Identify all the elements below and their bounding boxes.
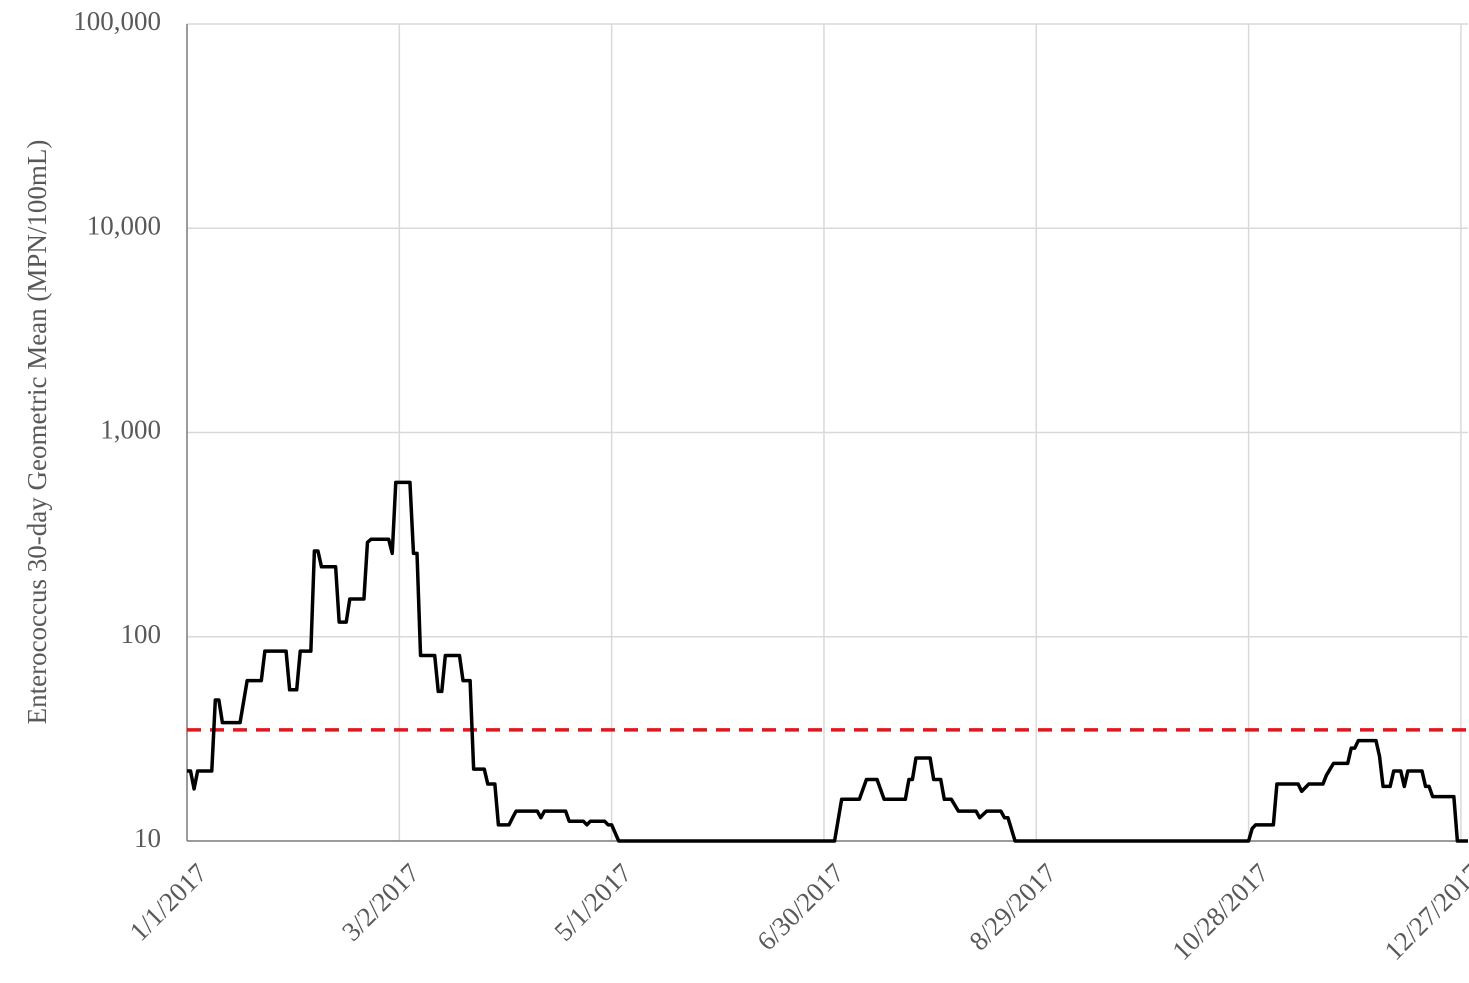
y-tick-label: 10	[134, 823, 161, 853]
x-tick-label: 3/2/2017	[336, 858, 425, 947]
y-tick-label: 100	[121, 619, 162, 649]
y-axis-label: Enterococcus 30-day Geometric Mean (MPN/…	[22, 140, 52, 725]
x-tick-label: 5/1/2017	[548, 858, 637, 947]
x-tick-label: 1/1/2017	[124, 858, 213, 947]
x-tick-label: 10/28/2017	[1166, 858, 1274, 966]
y-tick-label: 100,000	[73, 6, 161, 36]
y-tick-label: 1,000	[100, 415, 161, 445]
x-tick-label: 12/27/2017	[1379, 858, 1469, 966]
data-line	[187, 480, 1468, 843]
x-tick-label: 6/30/2017	[751, 858, 850, 957]
y-tick-label: 10,000	[87, 210, 161, 240]
x-tick-label: 8/29/2017	[963, 858, 1062, 957]
